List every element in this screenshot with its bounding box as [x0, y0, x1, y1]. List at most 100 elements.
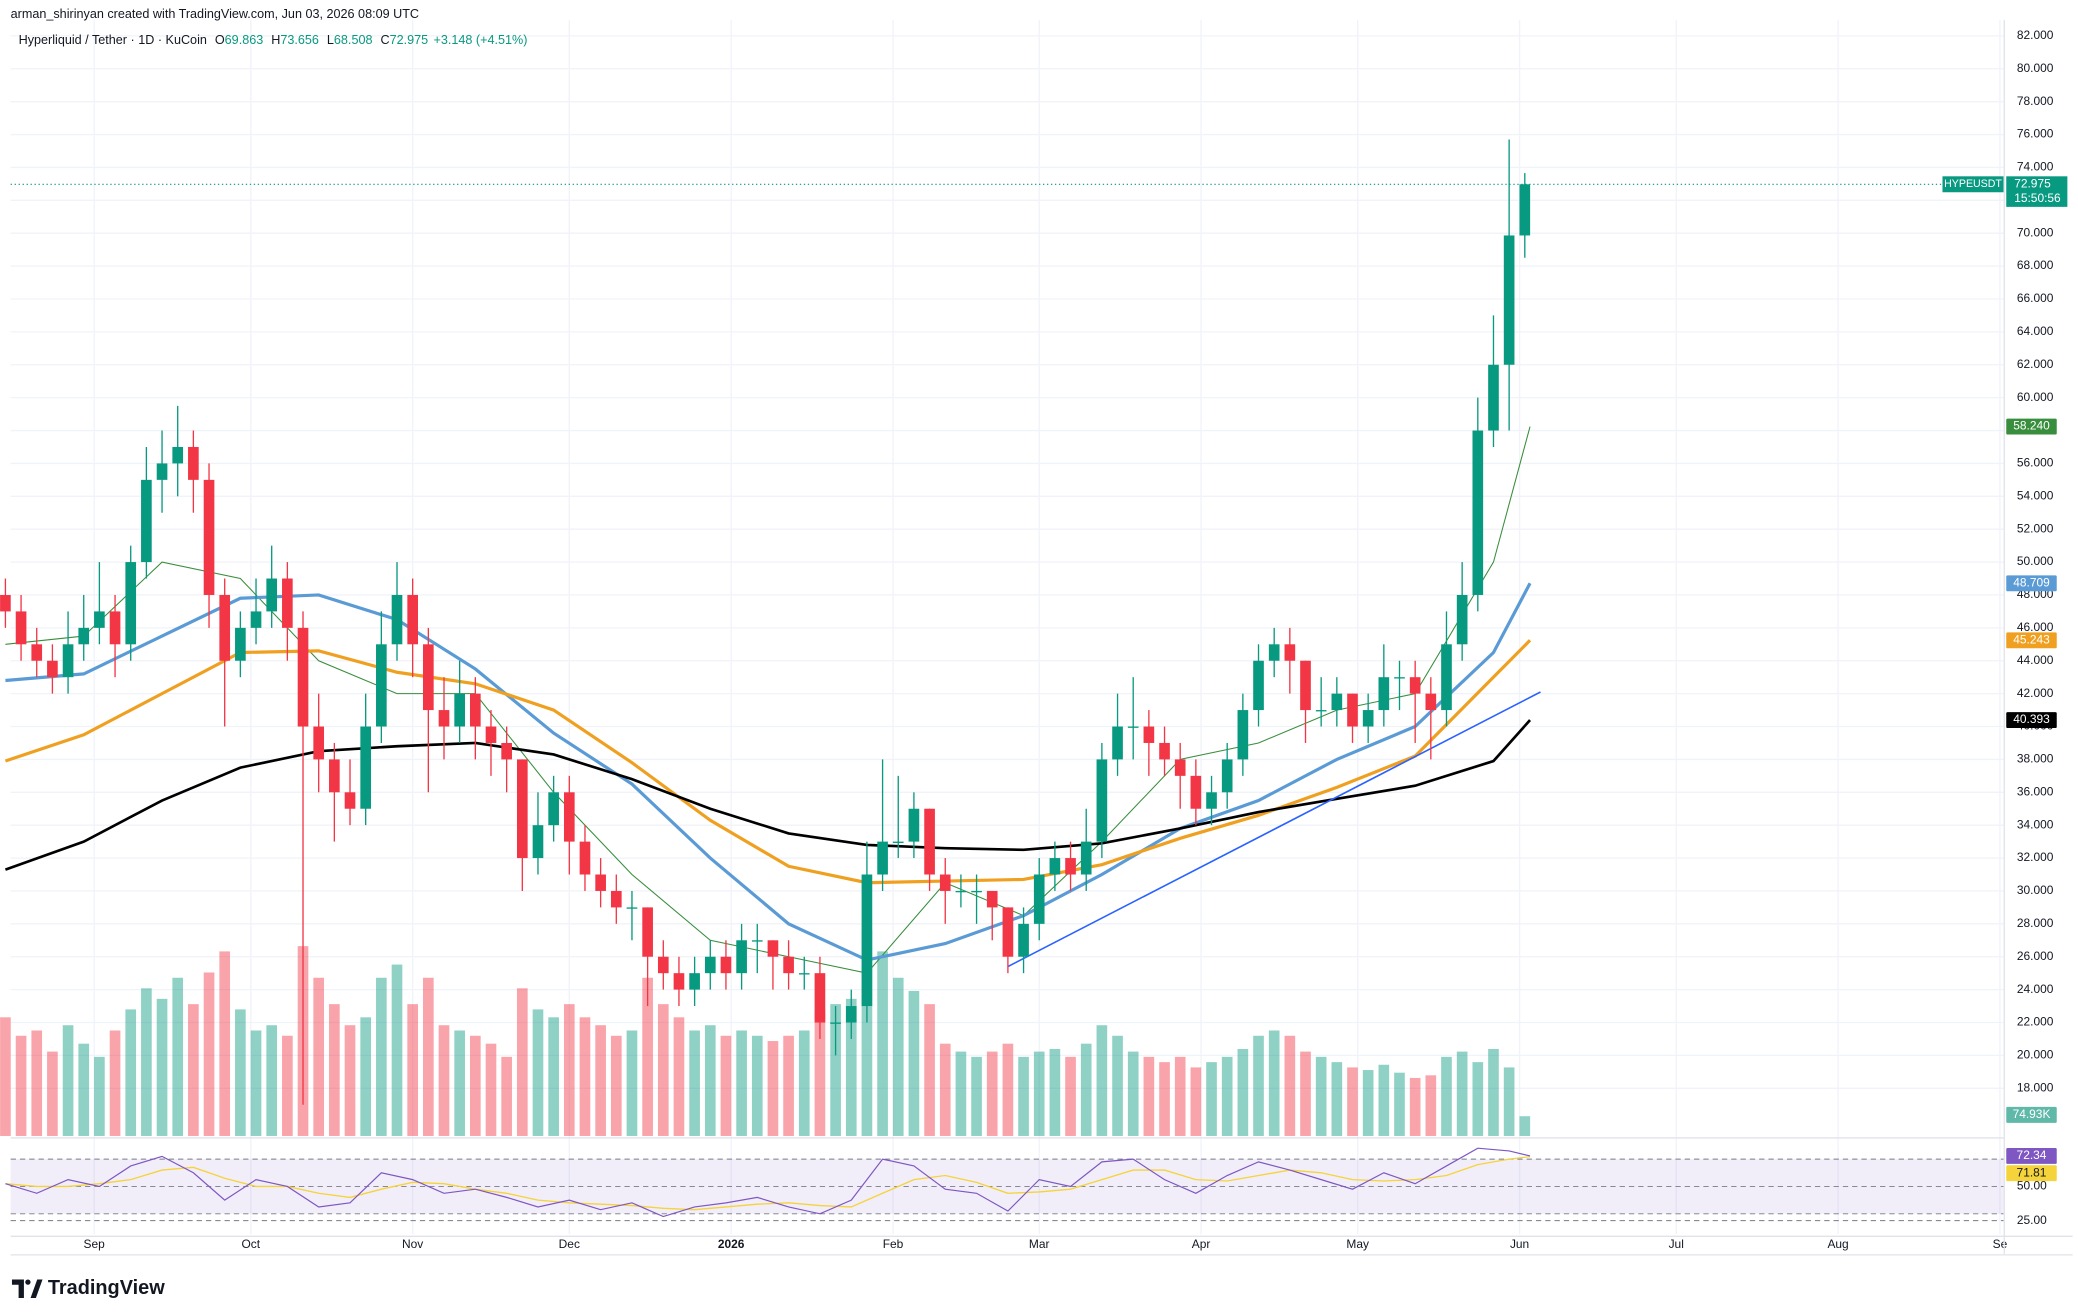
- y-tick-label: 50.000: [2017, 554, 2054, 568]
- y-tick-label: 24.000: [2017, 982, 2054, 996]
- ma-value-badge: 58.240: [2013, 419, 2050, 433]
- volume-bar: [1347, 1067, 1358, 1136]
- volume-bar: [1362, 1070, 1374, 1136]
- volume-bar: [1472, 1062, 1484, 1136]
- volume-bar: [830, 1004, 841, 1136]
- candle-body: [908, 808, 920, 842]
- logo-icon: [11, 1279, 24, 1299]
- candle-body: [939, 874, 951, 891]
- candle-body: [109, 611, 121, 645]
- rsi-value-badge: 72.34: [2017, 1148, 2047, 1162]
- candle-body: [767, 940, 779, 957]
- candle-body: [986, 890, 998, 908]
- candle-body: [1503, 235, 1515, 365]
- y-tick-label: 36.000: [2017, 784, 2054, 798]
- volume-bar: [1300, 1051, 1311, 1136]
- volume-bar: [689, 1030, 700, 1136]
- candle-body: [657, 956, 669, 974]
- moving-average: [4, 719, 1532, 871]
- volume-layer: [0, 930, 1531, 1136]
- volume-bar: [454, 1030, 465, 1136]
- candle-body: [595, 874, 606, 891]
- y-tick-label: 38.000: [2017, 752, 2054, 766]
- candle-body: [1065, 858, 1076, 875]
- volume-bar: [1441, 1056, 1452, 1136]
- candle-body: [1033, 874, 1045, 924]
- y-tick-label: 34.000: [2017, 817, 2054, 831]
- brand: TradingView: [48, 1277, 165, 1299]
- volume-bar: [1268, 1030, 1280, 1136]
- volume-bar: [1174, 1056, 1186, 1136]
- candle-body: [1409, 677, 1421, 694]
- x-tick-label: Sep: [84, 1237, 106, 1251]
- candle-body: [172, 446, 184, 464]
- volume-bar: [1331, 1062, 1343, 1136]
- candle-body: [563, 792, 575, 842]
- ma-value-badge-bg: [2006, 575, 2057, 592]
- ma-value-badge: 48.709: [2013, 575, 2050, 589]
- ohlc-label: L: [327, 34, 334, 48]
- y-tick-label: 30.000: [2017, 883, 2054, 897]
- volume-bar: [1033, 1051, 1045, 1136]
- candle-body: [626, 907, 638, 909]
- candle-body: [1284, 644, 1296, 661]
- candle-body: [1488, 364, 1499, 431]
- x-tick-label: May: [1346, 1237, 1369, 1251]
- volume-bar: [1503, 1067, 1515, 1136]
- y-tick-label: 26.000: [2017, 949, 2054, 963]
- candle-body: [971, 890, 982, 893]
- volume-badge: 74.93K: [2013, 1107, 2051, 1121]
- candle-body: [454, 693, 465, 727]
- volume-bar: [1253, 1035, 1264, 1136]
- candle-body: [1206, 792, 1217, 809]
- y-tick-label: 28.000: [2017, 916, 2054, 930]
- volume-bar: [1409, 1077, 1421, 1136]
- ohlc-label: O: [215, 34, 225, 48]
- volume-bar: [595, 1025, 606, 1136]
- trendline: [1007, 691, 1541, 968]
- volume-bar: [579, 1017, 591, 1136]
- ohlc-label: H: [271, 34, 280, 48]
- candle-body: [877, 841, 888, 875]
- y-tick-label: 18.000: [2017, 1080, 2054, 1094]
- volume-bar: [219, 951, 231, 1136]
- volume-bar: [1018, 1056, 1029, 1136]
- volume-bar: [15, 1035, 27, 1136]
- volume-bar: [1237, 1048, 1249, 1136]
- symbol-badge-bg: [1942, 176, 2004, 193]
- volume-bar: [908, 990, 920, 1136]
- ohlc-value: 68.508: [334, 34, 373, 48]
- volume-bar: [329, 1004, 340, 1136]
- candle-body: [501, 742, 512, 760]
- y-tick-label: 52.000: [2017, 521, 2054, 535]
- volume-bar: [438, 1025, 450, 1136]
- y-tick-label: 66.000: [2017, 291, 2054, 305]
- y-tick-label: 32.000: [2017, 850, 2054, 864]
- ohlc-value: 72.975: [390, 34, 429, 48]
- candle-body: [830, 1022, 841, 1024]
- candle-body: [1456, 594, 1468, 645]
- x-tick-label: Feb: [883, 1237, 904, 1251]
- candle-body: [1315, 710, 1327, 712]
- volume-bar: [469, 1035, 481, 1136]
- volume-bar: [376, 977, 387, 1136]
- change: +3.148 (+4.51%): [433, 34, 527, 48]
- y-tick-label: 74.000: [2017, 160, 2054, 174]
- volume-bar: [1425, 1075, 1437, 1136]
- rsi-value-badge: 71.81: [2017, 1165, 2047, 1179]
- volume-bar: [892, 977, 904, 1136]
- candles-layer: [0, 139, 1531, 1105]
- candle-body: [1362, 710, 1374, 727]
- candle-body: [1237, 710, 1249, 760]
- candle-body: [203, 479, 215, 595]
- price-badge: 72.975: [2014, 176, 2051, 190]
- candle-body: [1174, 759, 1186, 776]
- countdown: 15:50:56: [2014, 191, 2061, 205]
- ma-value-badge-bg: [2006, 712, 2057, 729]
- candle-body: [423, 644, 434, 711]
- volume-bar: [31, 1030, 43, 1136]
- candle-body: [924, 808, 935, 875]
- candle-body: [892, 841, 904, 843]
- candle-body: [1378, 677, 1390, 711]
